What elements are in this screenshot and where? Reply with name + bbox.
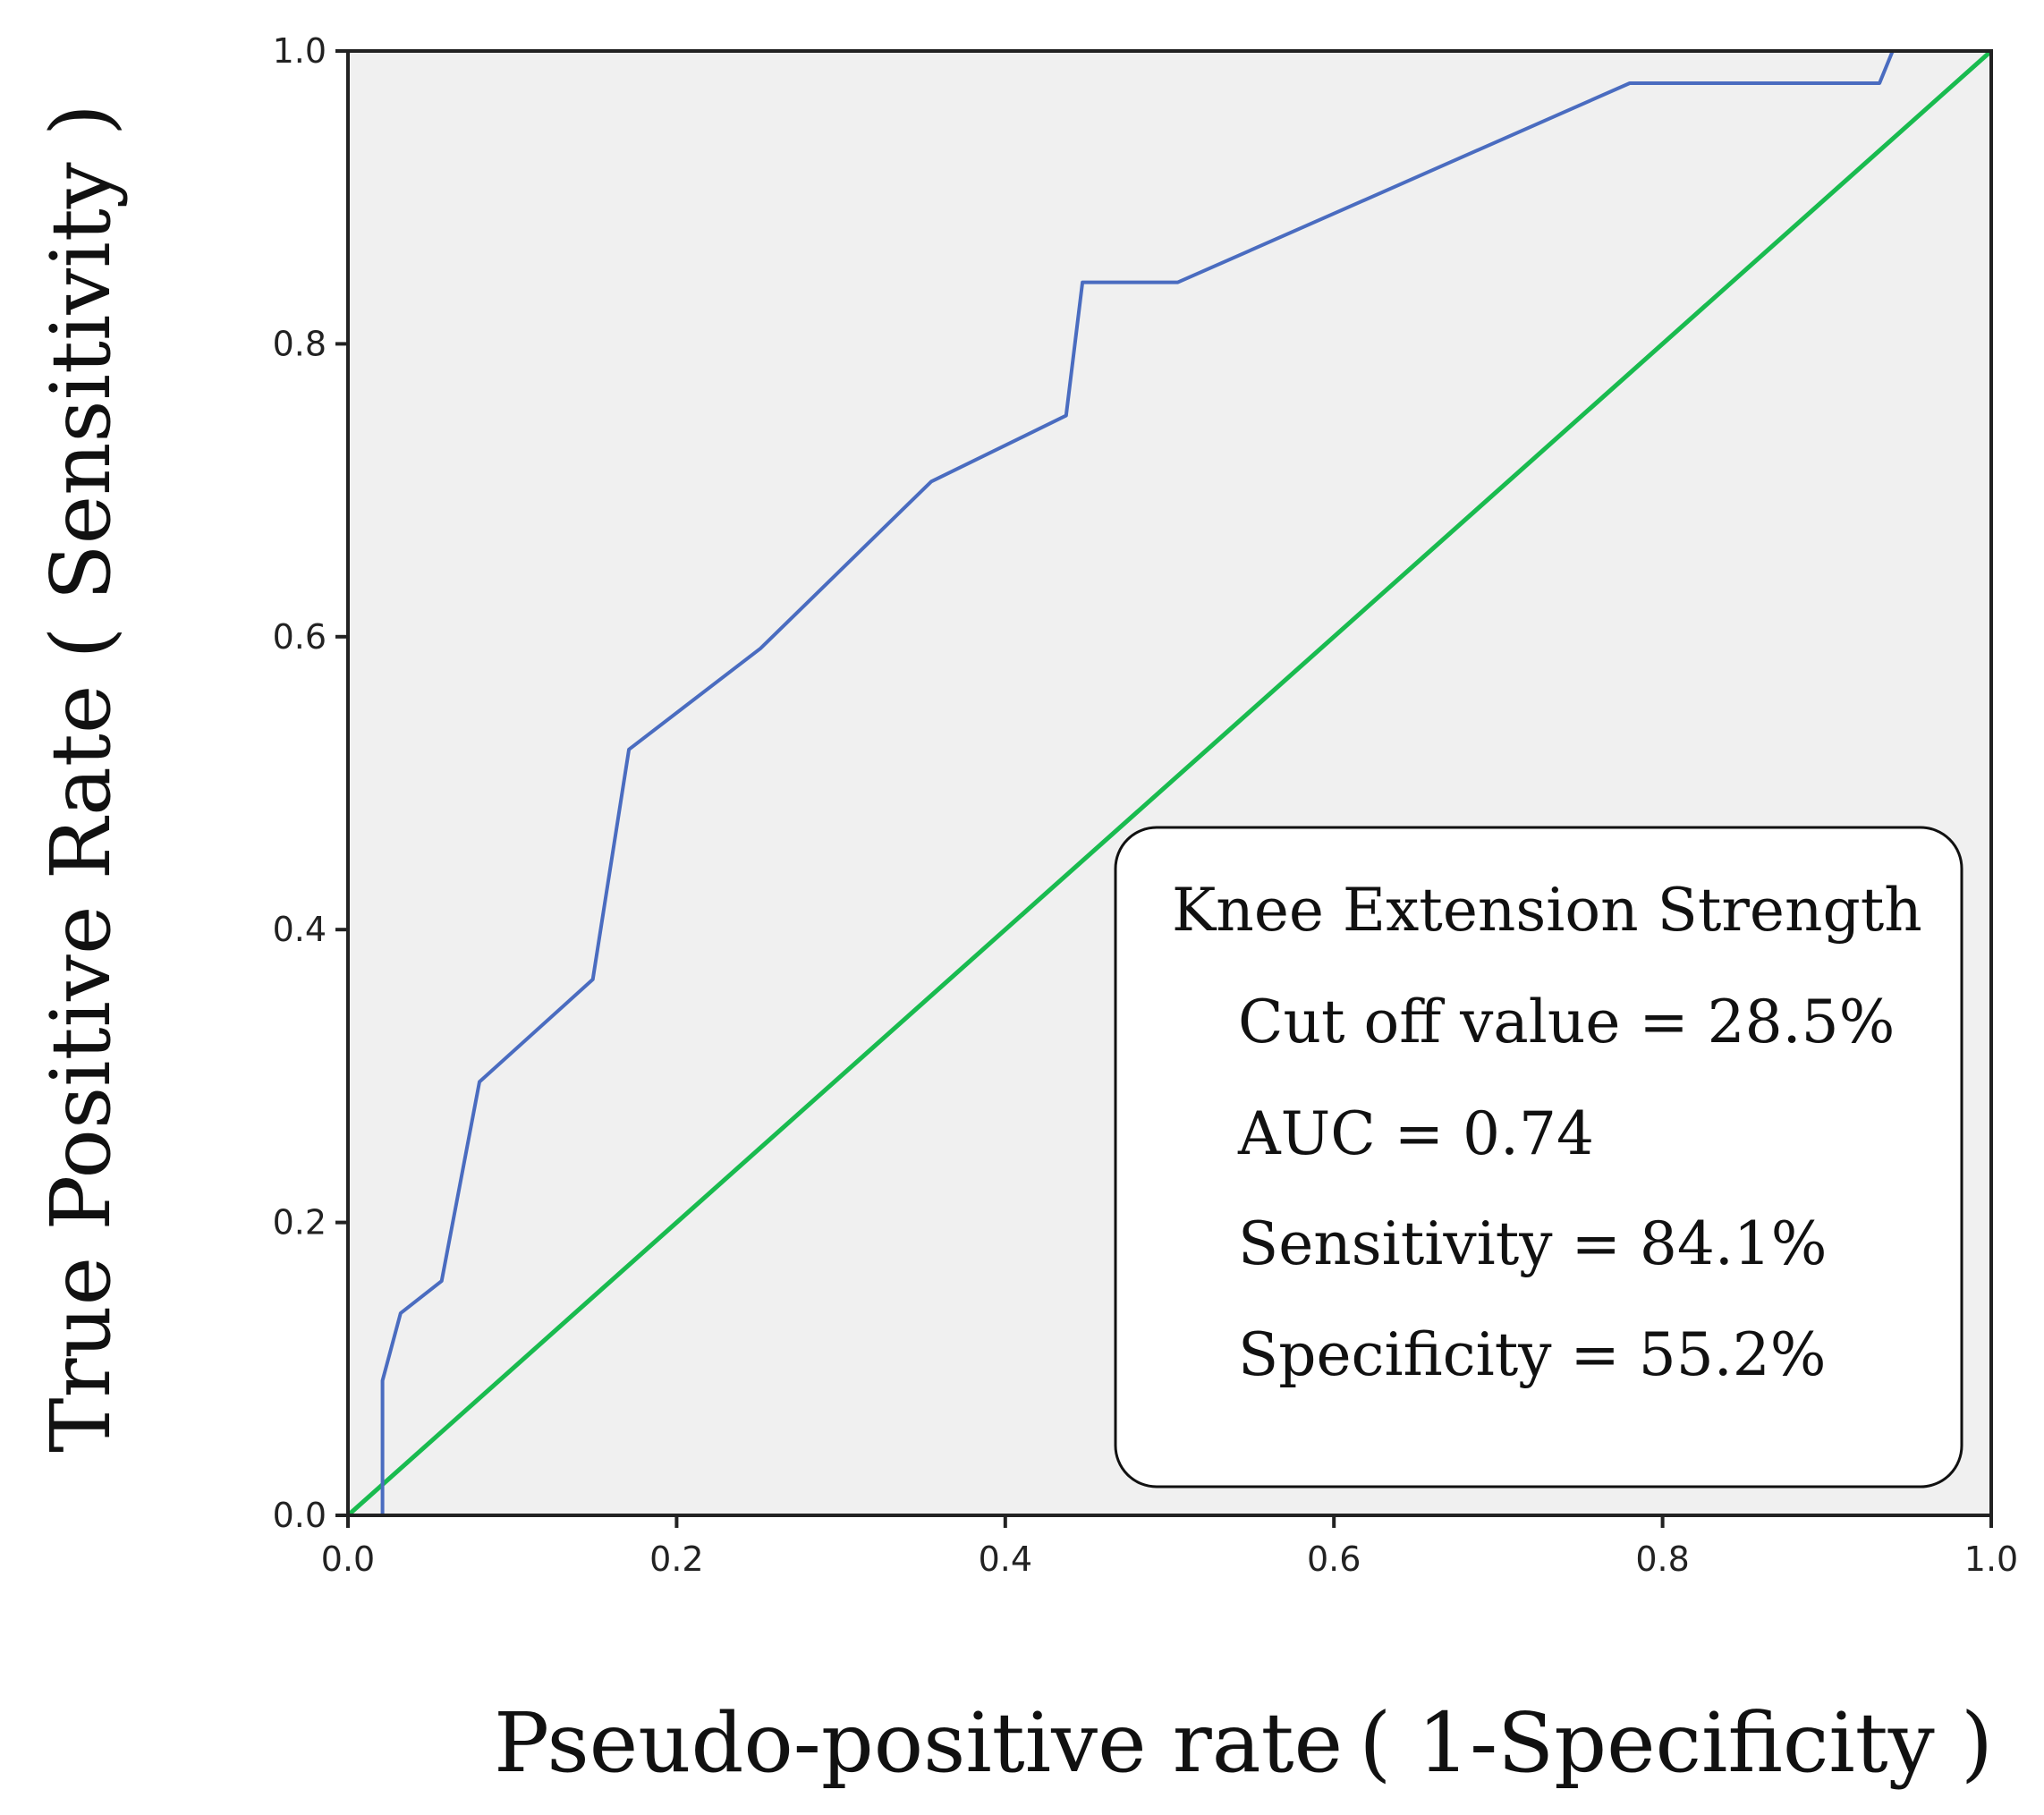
y-tick-label: 0.4 — [273, 910, 327, 949]
reference-line — [346, 49, 1993, 1517]
y-tick-label: 0.2 — [273, 1203, 327, 1243]
x-tick-label: 1.0 — [1964, 1539, 2018, 1579]
x-tick-label: 0.6 — [1307, 1539, 1361, 1579]
legend-box — [1114, 826, 1963, 1488]
x-tick-label: 0.0 — [321, 1539, 375, 1579]
y-tick-label: 0.6 — [273, 617, 327, 657]
legend-sensitivity: Sensitivity = 84.1% — [1238, 1209, 1828, 1278]
y-tick-label: 1.0 — [273, 31, 327, 71]
x-tick-labels: 0.0 0.2 0.4 0.6 0.8 1.0 — [321, 1539, 2018, 1579]
y-axis-title: True Positive Rate ( Sensitivity ) — [33, 104, 129, 1453]
y-tick-label: 0.0 — [273, 1496, 327, 1535]
x-axis-title: Pseudo-positive rate ( 1-Specificity ) — [494, 1695, 1993, 1791]
tick-marks — [335, 49, 1993, 1528]
legend: Knee Extension Strength Cut off value = … — [1114, 826, 1963, 1488]
legend-specificity: Specificity = 55.2% — [1238, 1320, 1826, 1389]
y-tick-label: 0.8 — [273, 324, 327, 363]
legend-title: Knee Extension Strength — [1172, 876, 1922, 945]
plot-frame — [346, 49, 1993, 1517]
legend-auc: AUC = 0.74 — [1237, 1099, 1594, 1168]
x-tick-label: 0.2 — [649, 1539, 703, 1579]
roc-curve — [348, 49, 1991, 1517]
x-tick-label: 0.4 — [979, 1539, 1032, 1579]
y-tick-labels: 0.0 0.2 0.4 0.6 0.8 1.0 — [273, 31, 327, 1535]
x-tick-label: 0.8 — [1635, 1539, 1689, 1579]
legend-cutoff: Cut off value = 28.5% — [1238, 988, 1895, 1056]
